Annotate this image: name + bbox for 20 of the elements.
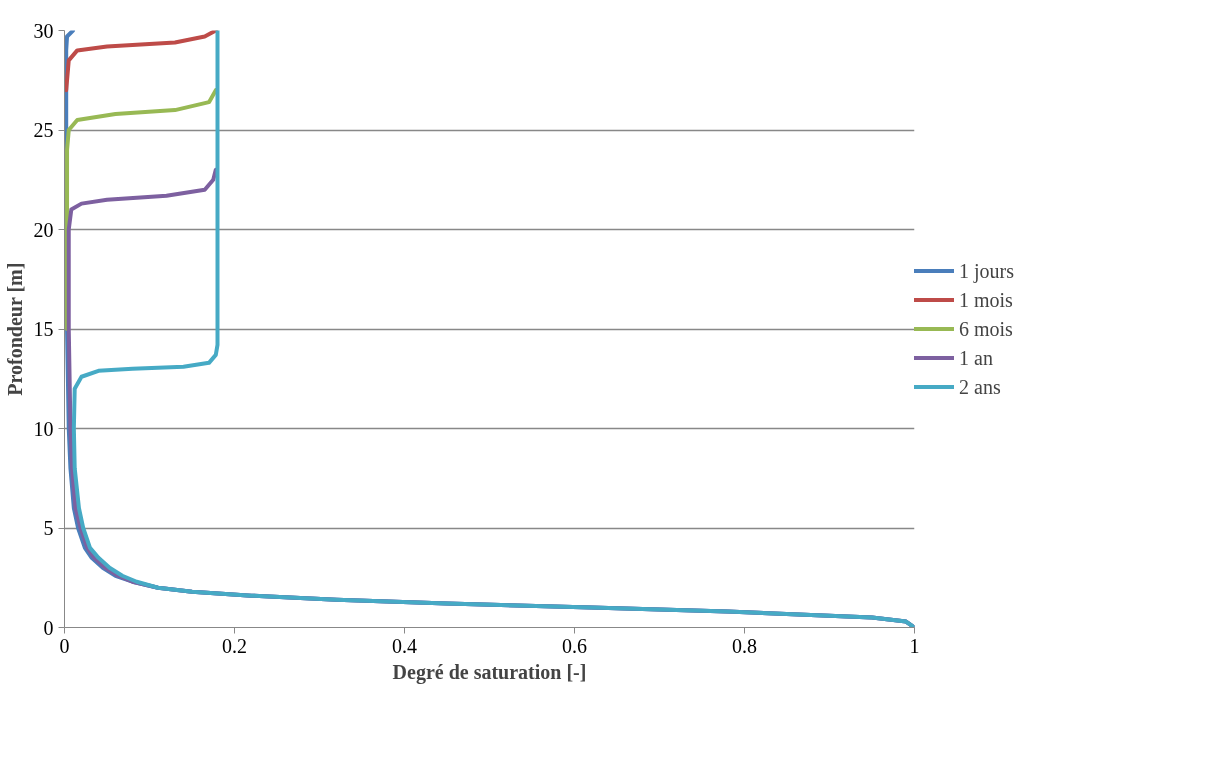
- y-tick-label: 15: [33, 318, 54, 340]
- y-tick-label: 25: [33, 119, 54, 141]
- y-tick-label: 30: [33, 19, 54, 42]
- y-tick-label: 20: [33, 218, 54, 241]
- legend-label: 1 an: [959, 346, 993, 369]
- x-tick-label: 0.4: [392, 634, 417, 657]
- y-tick-label: 5: [43, 517, 54, 539]
- x-tick-label: 1: [909, 634, 920, 657]
- x-tick-label: 0.2: [222, 634, 247, 657]
- y-axis-title: Profondeur [m]: [3, 262, 26, 396]
- y-tick-label: 10: [33, 417, 54, 440]
- x-axis-title: Degré de saturation [-]: [392, 660, 587, 684]
- legend-label: 1 jours: [959, 259, 1014, 282]
- y-tick-label: 0: [43, 616, 54, 639]
- legend-label: 2 ans: [959, 375, 1001, 398]
- x-tick-label: 0: [59, 634, 70, 657]
- x-tick-label: 0.6: [562, 634, 587, 657]
- x-tick-label: 0.8: [732, 634, 757, 657]
- legend-label: 1 mois: [959, 288, 1013, 311]
- legend-label: 6 mois: [959, 317, 1013, 340]
